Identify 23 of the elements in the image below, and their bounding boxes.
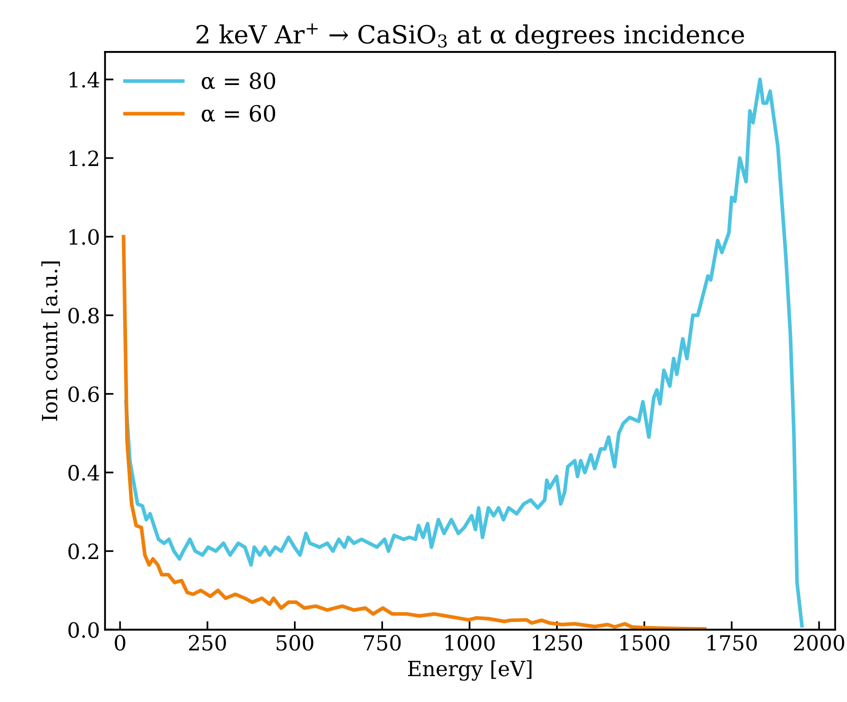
y-tick-label: 0.2 — [68, 544, 98, 560]
line-series — [122, 234, 707, 630]
legend-label: α = 80 — [202, 72, 276, 90]
x-tick-label: 500 — [276, 634, 314, 651]
x-tick-label: 0 — [114, 634, 126, 651]
y-tick-label: 1.2 — [70, 150, 98, 166]
x-axis-title: Energy [eV] — [408, 660, 532, 681]
y-tick-label: 0.4 — [68, 464, 100, 481]
y-tick-label: 0.6 — [68, 386, 99, 402]
chart-title: 2 keV Ar$^{+}$ → CaSiO$_{3}$ at α degrees incidence — [196, 23, 744, 49]
x-tick-label: 1500 — [620, 634, 670, 651]
x-tick-label: 2000 — [794, 634, 844, 651]
x-tick-label: 750 — [364, 634, 401, 651]
y-axis-title: Ion count [a.u.] — [41, 262, 60, 421]
y-tick-label: 1.4 — [70, 72, 100, 88]
y-tick-label: 0.8 — [68, 308, 99, 324]
x-tick-label: 250 — [188, 634, 226, 651]
legend-label: α = 60 — [202, 104, 276, 122]
y-tick-label: 0.0 — [68, 622, 99, 638]
x-tick-label: 1000 — [446, 634, 495, 651]
x-tick-label: 1750 — [708, 634, 757, 651]
x-tick-label: 1250 — [532, 634, 582, 651]
y-tick-label: 1.0 — [70, 229, 99, 245]
